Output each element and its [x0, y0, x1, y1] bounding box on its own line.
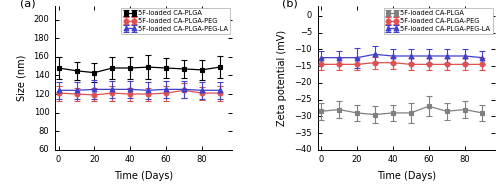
Text: (b): (b) — [282, 0, 298, 9]
Legend: 5F-loaded CA-PLGA, 5F-loaded CA-PLGA-PEG, 5F-loaded CA-PLGA-PEG-LA: 5F-loaded CA-PLGA, 5F-loaded CA-PLGA-PEG… — [384, 8, 493, 34]
Text: (a): (a) — [20, 0, 35, 9]
X-axis label: Time (Days): Time (Days) — [114, 171, 174, 181]
X-axis label: Time (Days): Time (Days) — [376, 171, 436, 181]
Y-axis label: Size (nm): Size (nm) — [16, 55, 26, 101]
Y-axis label: Zeta potential (mV): Zeta potential (mV) — [278, 30, 287, 126]
Legend: 5F-loaded CA-PLGA, 5F-loaded CA-PLGA-PEG, 5F-loaded CA-PLGA-PEG-LA: 5F-loaded CA-PLGA, 5F-loaded CA-PLGA-PEG… — [121, 8, 230, 34]
